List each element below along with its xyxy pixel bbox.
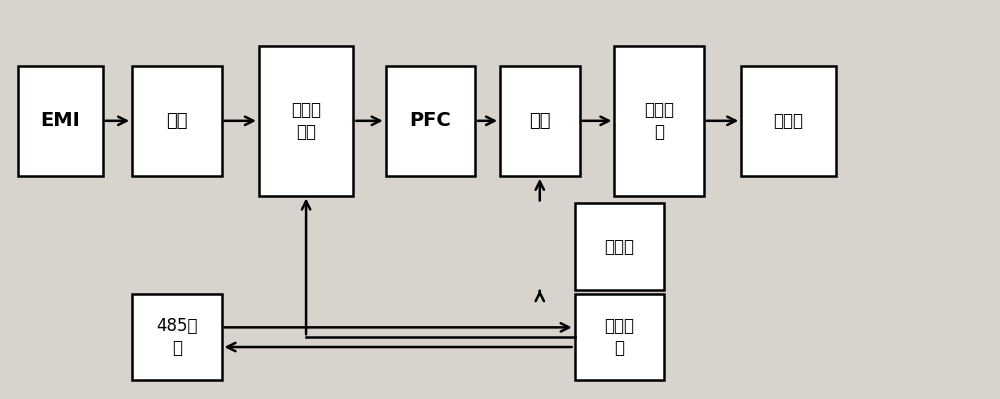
- Text: 驱动器: 驱动器: [604, 238, 634, 256]
- Text: 耦合器: 耦合器: [773, 112, 803, 130]
- Bar: [386, 66, 475, 176]
- Bar: [132, 294, 222, 381]
- Bar: [500, 66, 580, 176]
- Text: 微处理
器: 微处理 器: [604, 317, 634, 358]
- Text: PFC: PFC: [410, 111, 451, 130]
- Text: EMI: EMI: [41, 111, 80, 130]
- Bar: [259, 46, 353, 196]
- Bar: [18, 66, 103, 176]
- Text: 整流: 整流: [166, 112, 188, 130]
- Bar: [575, 203, 664, 290]
- Bar: [132, 66, 222, 176]
- Text: 半桥: 半桥: [529, 112, 551, 130]
- Text: 负载匹
配: 负载匹 配: [644, 101, 674, 141]
- Text: 485通
讯: 485通 讯: [156, 317, 198, 358]
- Text: 过欠压
保护: 过欠压 保护: [291, 101, 321, 141]
- Bar: [575, 294, 664, 381]
- Bar: [741, 66, 836, 176]
- Bar: [614, 46, 704, 196]
